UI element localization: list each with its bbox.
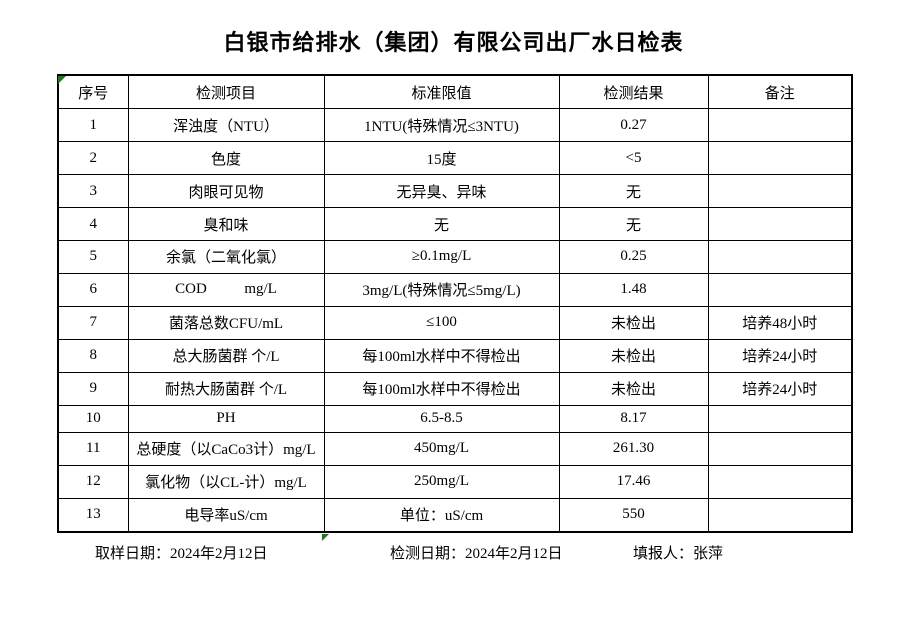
result-cell: 未检出 [558,305,709,340]
reporter-name: 填报人：张萍 [633,546,724,562]
row-number-cell: 4 [57,207,129,242]
footer: 取样日期：2024年2月12日 检测日期：2024年2月12日 填报人：张萍 [0,542,907,562]
note-cell [707,108,853,143]
limit-cell: 1NTU(特殊情况≤3NTU) [323,108,560,143]
table-row: 6 COD mg/L 3mg/L(特殊情况≤5mg/L) 1.48 [57,272,853,307]
column-header-no: 序号 [57,74,129,110]
result-cell: 261.30 [558,431,709,466]
page-title: 白银市给排水（集团）有限公司出厂水日检表 [223,30,684,55]
limit-cell: 无 [323,207,560,242]
table-row: 13 电导率uS/cm 单位：uS/cm 550 [57,497,853,533]
item-cell: PH [127,404,325,433]
limit-cell: 3mg/L(特殊情况≤5mg/L) [323,272,560,307]
row-number-cell: 1 [57,108,129,143]
row-number-cell: 11 [57,431,129,466]
table-row: 7 菌落总数CFU/mL ≤100 未检出 培养48小时 [57,305,853,340]
item-cell: 总硬度（以CaCo3计）mg/L [127,431,325,466]
row-number-cell: 13 [57,497,129,533]
result-cell: 无 [558,207,709,242]
result-cell: 无 [558,174,709,209]
limit-cell: 450mg/L [323,431,560,466]
item-cell: 肉眼可见物 [127,174,325,209]
table-row: 10 PH 6.5-8.5 8.17 [57,404,853,433]
note-cell [707,207,853,242]
column-header-item: 检测项目 [127,74,325,110]
column-header-result: 检测结果 [558,74,709,110]
item-cell: 余氯（二氧化氯） [127,240,325,274]
row-number-cell: 3 [57,174,129,209]
row-number-cell: 7 [57,305,129,340]
note-cell [707,174,853,209]
daily-check-table: 序号 检测项目 标准限值 检测结果 备注 1 浑浊度（NTU） 1NTU(特殊情… [57,74,853,533]
row-number-cell: 8 [57,338,129,373]
result-cell: 550 [558,497,709,533]
result-cell: <5 [558,141,709,176]
row-number-cell: 5 [57,240,129,274]
table-row: 12 氯化物（以CL-计）mg/L 250mg/L 17.46 [57,464,853,499]
limit-cell: 无异臭、异味 [323,174,560,209]
limit-cell: 15度 [323,141,560,176]
note-cell [707,240,853,274]
note-cell [707,431,853,466]
result-cell: 0.25 [558,240,709,274]
note-cell: 培养48小时 [707,305,853,340]
note-cell: 培养24小时 [707,338,853,373]
item-cell: 总大肠菌群 个/L [127,338,325,373]
table-row: 5 余氯（二氧化氯） ≥0.1mg/L 0.25 [57,240,853,274]
excel-cell-marker-icon [322,534,329,541]
row-number-cell: 2 [57,141,129,176]
table-row: 1 浑浊度（NTU） 1NTU(特殊情况≤3NTU) 0.27 [57,108,853,143]
limit-cell: 每100ml水样中不得检出 [323,338,560,373]
table-row: 11 总硬度（以CaCo3计）mg/L 450mg/L 261.30 [57,431,853,466]
excel-corner-marker-icon [58,76,66,84]
item-cell: 耐热大肠菌群 个/L [127,371,325,406]
item-cell: 浑浊度（NTU） [127,108,325,143]
result-cell: 0.27 [558,108,709,143]
note-cell [707,497,853,533]
limit-cell: 6.5-8.5 [323,404,560,433]
item-cell: 氯化物（以CL-计）mg/L [127,464,325,499]
note-cell: 培养24小时 [707,371,853,406]
item-cell: COD mg/L [127,272,325,307]
result-cell: 未检出 [558,371,709,406]
column-header-limit: 标准限值 [323,74,560,110]
item-cell: 电导率uS/cm [127,497,325,533]
limit-cell: ≥0.1mg/L [323,240,560,274]
row-number-cell: 9 [57,371,129,406]
result-cell: 未检出 [558,338,709,373]
limit-cell: 单位：uS/cm [323,497,560,533]
result-cell: 17.46 [558,464,709,499]
item-cell: 色度 [127,141,325,176]
row-number-cell: 6 [57,272,129,307]
table-row: 9 耐热大肠菌群 个/L 每100ml水样中不得检出 未检出 培养24小时 [57,371,853,406]
note-cell [707,141,853,176]
table-row: 4 臭和味 无 无 [57,207,853,242]
item-cell: 菌落总数CFU/mL [127,305,325,340]
item-cell: 臭和味 [127,207,325,242]
note-cell [707,272,853,307]
row-number-cell: 12 [57,464,129,499]
limit-cell: ≤100 [323,305,560,340]
limit-cell: 250mg/L [323,464,560,499]
table-row: 3 肉眼可见物 无异臭、异味 无 [57,174,853,209]
row-number-cell: 10 [57,404,129,433]
table-row: 2 色度 15度 <5 [57,141,853,176]
table-row: 8 总大肠菌群 个/L 每100ml水样中不得检出 未检出 培养24小时 [57,338,853,373]
sampling-date: 取样日期：2024年2月12日 [95,546,268,562]
result-cell: 1.48 [558,272,709,307]
test-date: 检测日期：2024年2月12日 [390,546,563,562]
limit-cell: 每100ml水样中不得检出 [323,371,560,406]
table-header-row: 序号 检测项目 标准限值 检测结果 备注 [57,74,853,110]
note-cell [707,464,853,499]
result-cell: 8.17 [558,404,709,433]
column-header-note: 备注 [707,74,853,110]
note-cell [707,404,853,433]
